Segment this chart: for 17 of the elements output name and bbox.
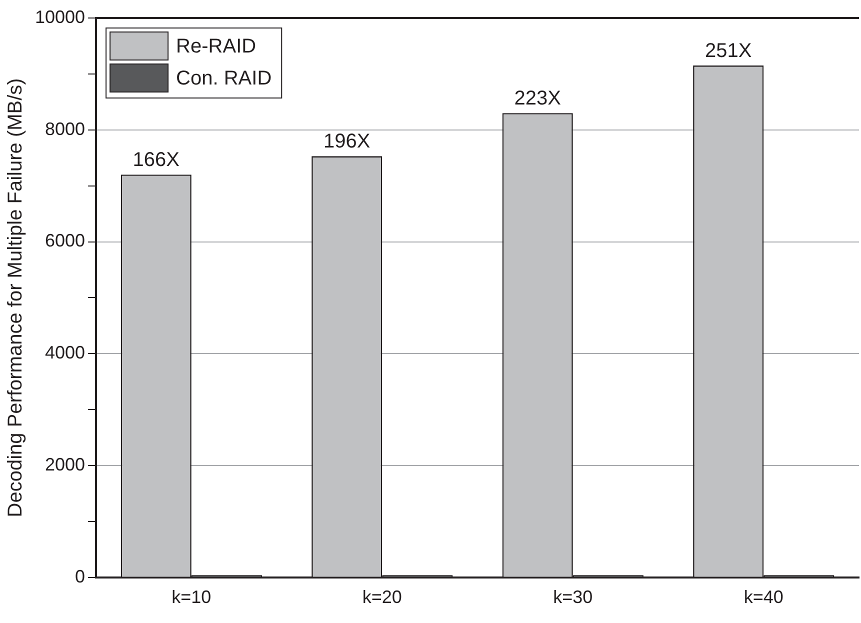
y-tick-label: 8000 — [45, 118, 86, 139]
x-tick-label: k=30 — [553, 587, 593, 608]
y-axis-title: Decoding Performance for Multiple Failure (MB/s) — [4, 78, 27, 518]
x-tick-label: k=10 — [172, 587, 212, 608]
annotation: 196X — [324, 130, 370, 153]
y-tick-label: 6000 — [45, 230, 86, 251]
annotation: 223X — [514, 88, 561, 110]
y-tick-label: 10000 — [34, 6, 86, 27]
legend-label: Re-RAID — [176, 36, 256, 58]
annotation: 251X — [704, 40, 752, 62]
x-tick-label: k=40 — [744, 587, 784, 608]
annotation: 166X — [132, 149, 180, 172]
y-tick-label: 2000 — [45, 454, 86, 474]
legend-label: Con. RAID — [176, 68, 272, 90]
x-tick-label: k=20 — [362, 587, 402, 608]
y-tick-label: 4000 — [45, 342, 86, 363]
y-tick-label: 0 — [75, 566, 86, 586]
